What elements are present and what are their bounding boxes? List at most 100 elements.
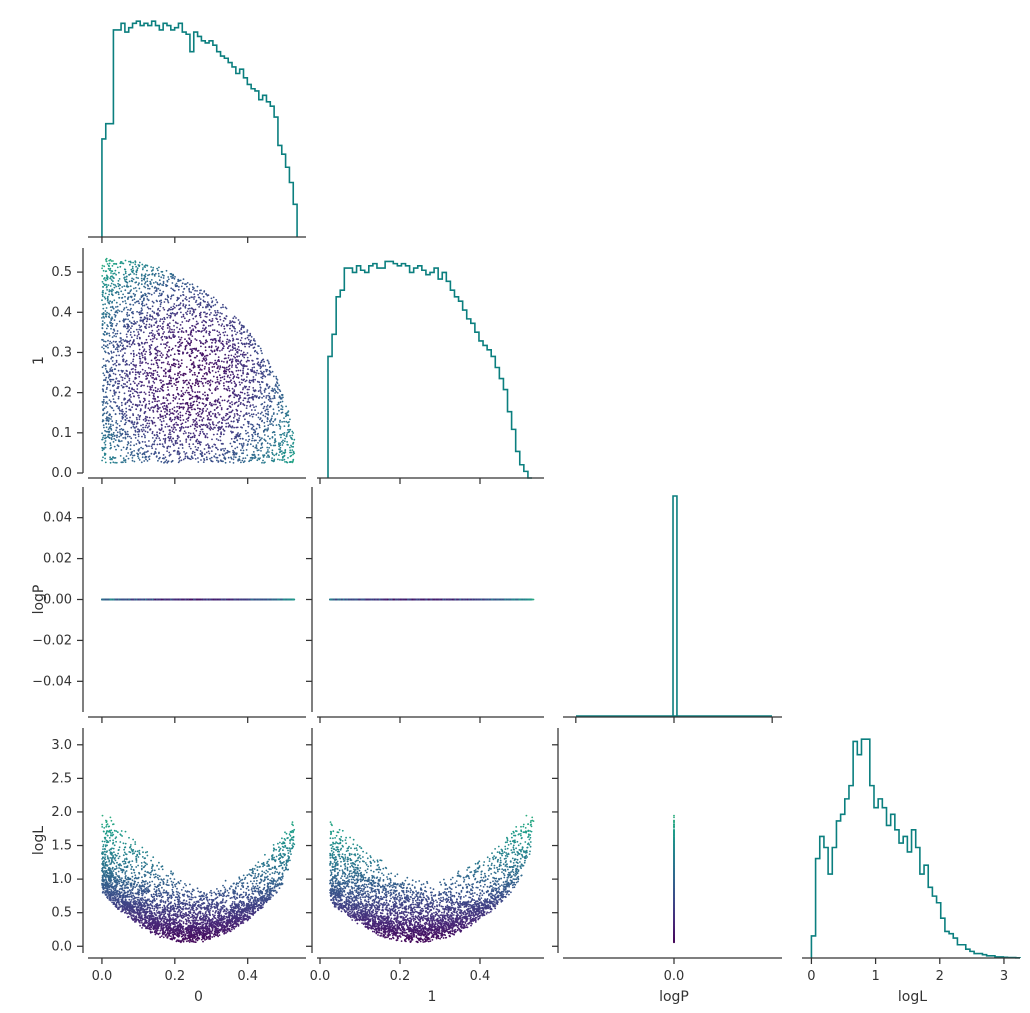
scatter-point [132,262,134,264]
scatter-point [247,352,249,354]
scatter-point [202,360,204,362]
scatter-point [223,367,225,369]
scatter-point [259,389,261,391]
scatter-point [147,284,149,286]
scatter-point [152,310,154,312]
scatter-point [110,390,112,392]
scatter-point [124,268,126,270]
scatter-point [116,343,118,345]
scatter-point [140,371,142,373]
scatter-point [242,353,244,355]
scatter-point [170,287,172,289]
scatter-point [232,340,234,342]
scatter-point [211,439,213,441]
scatter-point [114,435,116,437]
scatter-point [185,392,187,394]
scatter-point [129,378,131,380]
scatter-point [197,407,199,409]
scatter-point [140,410,142,412]
scatter-point [270,445,272,447]
scatter-point [117,267,119,269]
scatter-point [108,428,110,430]
scatter-point [178,436,180,438]
scatter-point [239,384,241,386]
scatter-point [149,332,151,334]
scatter-point [287,444,289,446]
scatter-point [263,361,265,363]
scatter-point [234,441,236,443]
scatter-point [138,345,140,347]
scatter-point [247,392,249,394]
scatter-point [117,351,119,353]
scatter-point [226,339,228,341]
scatter-point [163,343,165,345]
scatter-point [139,452,141,454]
scatter-point [261,381,263,383]
scatter-point [175,363,177,365]
scatter-point [244,418,246,420]
scatter-point [216,348,218,350]
scatter-point [174,307,176,309]
scatter-point [278,410,280,412]
scatter-point [277,392,279,394]
scatter-point [107,302,109,304]
scatter-point [195,379,197,381]
scatter-point [141,283,143,285]
scatter-point [193,432,195,434]
scatter-point [253,338,255,340]
scatter-point [154,287,156,289]
scatter-point [217,422,219,424]
scatter-point [204,406,206,408]
scatter-point [159,300,161,302]
scatter-point [101,346,103,348]
y-tick-label: 0.0 [51,466,72,481]
scatter-point [153,363,155,365]
scatter-point [172,428,174,430]
scatter-point [151,319,153,321]
scatter-point [274,434,276,436]
scatter-point [246,413,248,415]
scatter-point [205,342,207,344]
scatter-point [161,416,163,418]
scatter-point [267,442,269,444]
scatter-point [177,323,179,325]
scatter-point [161,293,163,295]
scatter-point [186,352,188,354]
scatter-point [254,434,256,436]
scatter-point [142,313,144,315]
scatter-point [113,351,115,353]
scatter-point [110,381,112,383]
scatter-point [167,355,169,357]
scatter-point [133,288,135,290]
scatter-point [283,434,285,436]
scatter-point [201,452,203,454]
scatter-point [177,381,179,383]
scatter-point [205,322,207,324]
scatter-point [224,456,226,458]
scatter-point [228,396,230,398]
scatter-point [234,448,236,450]
scatter-point [235,349,237,351]
scatter-point [197,304,199,306]
scatter-point [260,365,262,367]
scatter-point [141,362,143,364]
scatter-point [215,353,217,355]
scatter-point [103,348,105,350]
scatter-point [164,411,166,413]
scatter-point [128,442,130,444]
scatter-point [164,415,166,417]
scatter-point [223,434,225,436]
scatter-point [136,443,138,445]
scatter-point [289,449,291,451]
scatter-point [132,304,134,306]
scatter-point [163,375,165,377]
scatter-point [219,341,221,343]
scatter-point [228,346,230,348]
scatter-point [248,426,250,428]
scatter-point [252,457,254,459]
scatter-point [122,429,124,431]
scatter-point [125,416,127,418]
scatter-point [184,298,186,300]
scatter-point [263,430,265,432]
